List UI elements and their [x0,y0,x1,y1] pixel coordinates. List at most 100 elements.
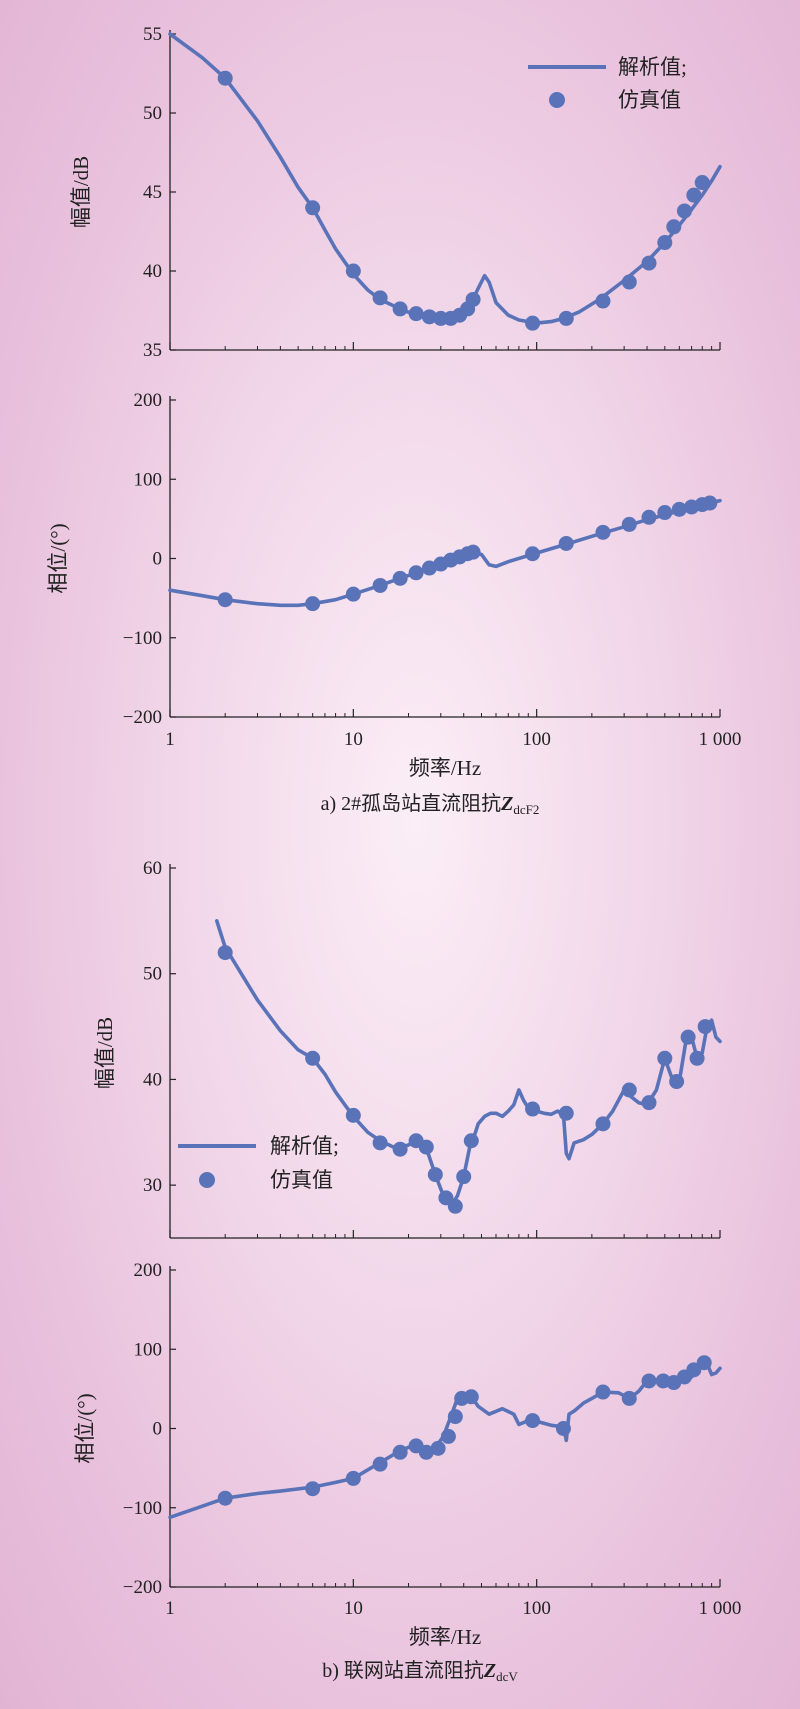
caption-b-subscript: dcV [496,1669,518,1684]
data-point-simulated [558,310,574,326]
data-point-simulated [465,544,481,560]
data-point-simulated [305,200,321,216]
x-tick-label: 1 000 [699,729,742,750]
data-point-simulated [694,175,710,191]
y-tick-label: 40 [143,1069,162,1090]
data-point-simulated [525,546,541,562]
x-axis-title: 频率/Hz [409,1625,481,1649]
data-point-simulated [440,1428,456,1444]
data-point-simulated [345,586,361,602]
data-point-simulated [372,290,388,306]
data-point-simulated [392,301,408,317]
data-point-simulated [621,274,637,290]
data-point-simulated [621,516,637,532]
caption-b-symbol: Z [483,1660,496,1682]
data-point-simulated [465,291,481,307]
y-tick-label: 45 [143,182,162,203]
series-line-analytic [168,32,722,325]
y-tick-label: 35 [143,340,162,361]
data-point-simulated [408,306,424,322]
data-point-simulated [447,1409,463,1425]
data-point-simulated [418,1139,434,1155]
y-tick-label: 0 [153,549,163,570]
data-point-simulated [686,187,702,203]
y-tick-label: 100 [134,1339,163,1360]
data-point-simulated [305,1050,321,1066]
caption-a: a) 2#孤岛站直流阻抗ZdcF2 [321,792,540,817]
chart-1: −200 −100 0 100 200 1 10 100 1 000 频率/Hz 相位/(°) [46,390,741,780]
data-point-simulated [595,1116,611,1132]
y-axis-title: 幅值/dB [93,1017,117,1089]
caption-a-prefix: a) 2#孤岛站直流阻抗 [321,792,502,815]
data-point-simulated [697,1019,713,1035]
data-point-simulated [696,1355,712,1371]
y-tick-label: 60 [143,858,162,879]
data-point-simulated [447,1198,463,1214]
data-point-simulated [555,1421,571,1436]
data-point-simulated [657,505,673,521]
data-point-simulated [641,509,657,525]
y-tick-label: 55 [143,24,162,45]
data-point-simulated [345,1107,361,1123]
caption-a-subscript: dcF2 [513,802,539,817]
data-point-simulated [558,535,574,551]
x-tick-label: 10 [344,1598,363,1619]
y-tick-label: −200 [123,707,162,728]
chart-2: 30 40 50 60 幅值/dB 解析值; 仿真值 [93,858,722,1239]
x-tick-label: 100 [522,729,551,750]
y-tick-label: 200 [134,1260,163,1281]
y-tick-label: −100 [123,1498,162,1519]
legend-marker-swatch [549,92,565,108]
data-point-simulated [595,524,611,540]
chart-0: 35 40 45 50 55 幅值/dB 解析值; 仿真值 [69,24,722,361]
data-point-simulated [463,1389,479,1405]
data-point-simulated [525,315,541,331]
series-line-analytic [215,919,722,1209]
data-point-simulated [408,565,424,581]
data-point-simulated [621,1390,637,1406]
data-point-simulated [372,577,388,593]
data-point-simulated [372,1135,388,1151]
legend: 解析值; 仿真值 [528,55,687,112]
data-point-simulated [345,263,361,279]
data-point-simulated [525,1101,541,1117]
data-point-simulated [595,293,611,309]
legend-label-analytic: 解析值; [270,1134,339,1158]
data-point-simulated [463,1133,479,1149]
y-axis-title: 相位/(°) [73,1393,97,1463]
data-point-simulated [217,70,233,86]
caption-b-prefix: b) 联网站直流阻抗 [322,1659,484,1682]
data-point-simulated [421,560,437,576]
data-point-simulated [217,1490,233,1506]
legend-label-analytic: 解析值; [618,55,687,79]
x-tick-label: 1 [165,1598,175,1619]
data-point-simulated [305,1481,321,1497]
data-point-simulated [392,570,408,586]
data-point-simulated [680,1029,696,1045]
x-tick-label: 1 [165,729,175,750]
data-point-simulated [558,1105,574,1121]
data-point-simulated [305,596,321,612]
data-point-simulated [427,1167,443,1183]
y-axis-title: 相位/(°) [46,523,70,593]
data-point-simulated [689,1050,705,1066]
y-tick-label: 100 [134,469,163,490]
y-tick-label: −200 [123,1577,162,1598]
data-point-simulated [595,1384,611,1400]
x-tick-label: 10 [344,729,363,750]
legend-label-simulated: 仿真值 [270,1168,333,1192]
y-tick-label: −100 [123,628,162,649]
data-point-simulated [641,255,657,271]
legend-marker-swatch [199,1172,215,1188]
y-tick-label: 50 [143,964,162,985]
x-tick-label: 1 000 [699,1598,742,1619]
y-tick-label: 40 [143,261,162,282]
data-point-simulated [456,1169,472,1185]
data-point-simulated [641,1373,657,1389]
y-tick-label: 30 [143,1175,162,1196]
x-axis-title: 频率/Hz [409,756,481,780]
caption-a-symbol: Z [500,793,513,815]
data-point-simulated [418,1444,434,1460]
data-point-simulated [430,1440,446,1456]
